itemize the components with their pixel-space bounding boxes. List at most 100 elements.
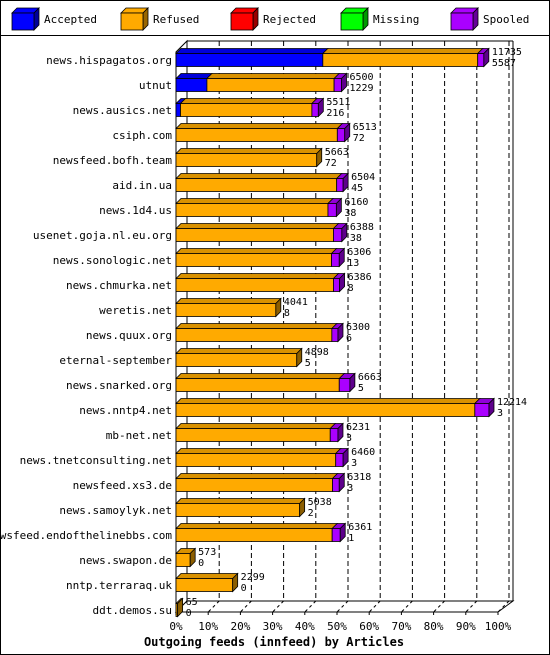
bar-front [175, 503, 301, 517]
bar-segment-accepted [175, 48, 329, 67]
data-label-secondary: 38 [344, 208, 356, 219]
data-label-total: 4041 [284, 297, 308, 308]
bar-segment-refused [175, 423, 337, 442]
bar-segment-spooled [334, 447, 350, 468]
bar-front [333, 78, 342, 92]
data-label-secondary: 3 [346, 433, 352, 444]
x-tick-label: 0% [169, 620, 183, 633]
bar-front [474, 403, 490, 417]
category-label: newsfeed.endofthelinebbs.com [0, 529, 172, 542]
data-label-secondary: 1 [348, 533, 354, 544]
bar-row [175, 522, 347, 543]
bar-row [175, 122, 351, 143]
gridline-floor [433, 600, 445, 613]
legend-label: Missing [373, 13, 419, 26]
bar-top [175, 298, 282, 304]
data-label-total: 2299 [241, 572, 265, 583]
category-label: news.tnetconsulting.net [20, 454, 172, 467]
legend-swatch [450, 12, 474, 31]
bar-front [322, 53, 479, 67]
x-tick-label: 70% [391, 620, 411, 633]
bar-row [175, 397, 495, 418]
x-tick-label: 30% [263, 620, 283, 633]
bar-front [338, 378, 351, 392]
category-label: nntp.terraraq.uk [66, 579, 172, 592]
bar-front [175, 128, 338, 142]
bar-side [337, 322, 344, 343]
bar-top [175, 173, 343, 179]
bar-segment-spooled [473, 397, 495, 418]
bar-top [175, 398, 481, 404]
bar-front [180, 103, 313, 117]
data-label-secondary: 6 [346, 333, 352, 344]
category-label: news.ausics.net [73, 104, 172, 117]
bar-segment-refused [175, 223, 340, 242]
x-axis-label: Outgoing feeds (innfeed) by Articles [144, 635, 404, 649]
category-label: utnut [139, 79, 172, 92]
bar-front [336, 178, 344, 192]
bar-segment-spooled [333, 72, 348, 93]
bar-top [205, 73, 341, 79]
bar-segment-spooled [331, 522, 347, 543]
bar-row [175, 497, 306, 518]
legend-label: Rejected [263, 13, 316, 26]
category-label: news.nntp4.net [79, 404, 172, 417]
bar-segment-accepted [175, 73, 213, 92]
bar-segment-refused [175, 248, 338, 267]
category-label: usenet.goja.nl.eu.org [33, 229, 172, 242]
bar-segment-refused [175, 323, 338, 342]
data-label-secondary: 5587 [492, 58, 516, 69]
legend-label: Refused [153, 13, 199, 26]
data-label-secondary: 3 [497, 408, 503, 419]
data-label-total: 5038 [308, 497, 332, 508]
bar-front [175, 403, 476, 417]
category-label: newsfeed.xs3.de [73, 479, 172, 492]
bar-side [488, 397, 495, 418]
bar-front [175, 253, 332, 267]
bar-front [175, 578, 234, 592]
bar-top [175, 273, 340, 279]
bar-segment-spooled [332, 222, 348, 243]
bar-top [175, 248, 338, 254]
category-label: news.swapon.de [79, 554, 172, 567]
data-label-secondary: 45 [351, 183, 363, 194]
bar-front [175, 228, 334, 242]
data-label-total: 6663 [358, 372, 382, 383]
category-label: eternal-september [59, 354, 172, 367]
bar-front [335, 453, 344, 467]
category-label: news.quux.org [86, 329, 172, 342]
bar-side [342, 172, 349, 193]
category-label: news.snarked.org [66, 379, 172, 392]
bar-front [175, 103, 181, 117]
category-label: csiph.com [112, 129, 172, 142]
bar-row [175, 322, 344, 343]
bar-front [175, 428, 331, 442]
bar-top [175, 323, 338, 329]
bar-row [175, 422, 344, 443]
bar-segment-refused [175, 173, 343, 192]
bar-segment-refused [175, 398, 481, 417]
bar-side [189, 547, 196, 568]
data-label-secondary: 216 [326, 108, 344, 119]
bar-top [175, 498, 306, 504]
bar-row [175, 222, 348, 243]
bar-segment-spooled [476, 47, 490, 68]
data-label-secondary: 5 [305, 358, 311, 369]
bar-row [175, 172, 350, 193]
legend-swatch [120, 12, 144, 31]
x-tick-label: 50% [327, 620, 347, 633]
category-label: news.samoylyk.net [59, 504, 172, 517]
gridline-floor [207, 600, 220, 613]
bar-front [175, 203, 329, 217]
data-label-total: 5663 [325, 147, 349, 158]
data-label-secondary: 8 [284, 308, 290, 319]
bar-segment-refused [179, 98, 318, 117]
bar-front [329, 428, 339, 442]
bar-side [177, 597, 184, 618]
bar-top [179, 98, 318, 104]
bar-side [339, 522, 346, 543]
bar-row [175, 547, 197, 568]
bar-top [175, 123, 344, 129]
bar-front [175, 303, 277, 317]
